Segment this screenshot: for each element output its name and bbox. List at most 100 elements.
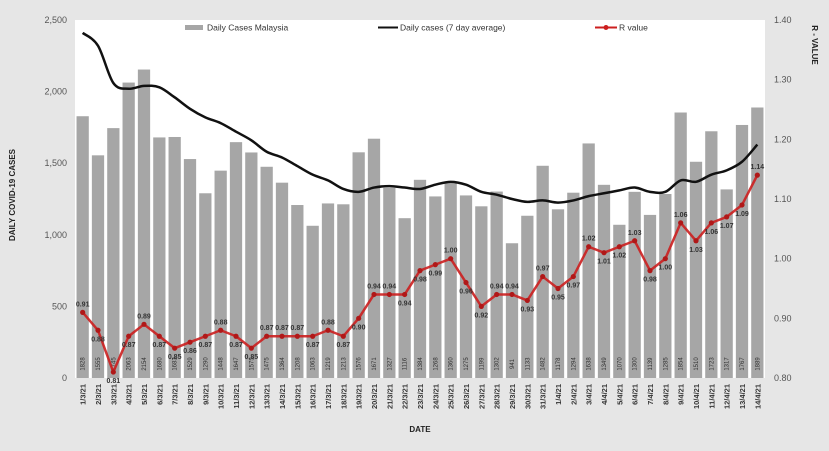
- r-value-label: 0.87: [306, 342, 320, 349]
- r-value-label: 0.87: [291, 325, 305, 332]
- r-marker: [110, 369, 116, 375]
- bar-value-label: 1529: [188, 357, 194, 371]
- y2-tick-label: 0.90: [774, 313, 792, 323]
- legend: Daily Cases Malaysia Daily cases (7 day …: [185, 23, 648, 33]
- bar-value-label: 1482: [541, 357, 547, 371]
- bar: [475, 206, 488, 378]
- y2-axis-title: R - VALUE: [810, 25, 819, 65]
- x-tick-label: 9/4/21: [677, 384, 686, 405]
- r-marker: [156, 333, 162, 339]
- bar-value-label: 1290: [203, 357, 209, 371]
- r-value-label: 0.87: [275, 325, 289, 332]
- bar-value-label: 1219: [326, 357, 332, 371]
- y-tick-label: 0: [62, 373, 67, 383]
- bar-value-label: 1364: [280, 357, 286, 371]
- bar: [306, 225, 319, 378]
- x-tick-label: 12/3/21: [247, 384, 256, 409]
- bar-value-label: 1213: [341, 357, 347, 371]
- bar-value-label: 1647: [234, 357, 240, 371]
- bar-value-label: 1576: [357, 357, 363, 371]
- r-value-label: 0.94: [398, 300, 412, 307]
- bar-value-label: 1510: [694, 357, 700, 371]
- y2-tick-label: 1.30: [774, 75, 792, 85]
- bar-value-label: 2063: [127, 357, 133, 371]
- bar: [122, 82, 135, 378]
- bar: [214, 170, 227, 378]
- x-tick-label: 11/4/21: [707, 384, 716, 409]
- r-value-label: 0.87: [260, 325, 274, 332]
- x-tick-label: 8/4/21: [661, 384, 670, 405]
- bar-value-label: 1671: [372, 357, 378, 371]
- x-tick-label: 23/3/21: [416, 384, 425, 409]
- x-tick-label: 30/3/21: [523, 384, 532, 409]
- bar-value-label: 1723: [709, 357, 715, 371]
- bar-value-label: 1680: [157, 357, 163, 371]
- bar-value-label: 1475: [265, 357, 271, 371]
- x-tick-label: 16/3/21: [309, 384, 318, 409]
- r-value-labels: 0.910.880.810.870.890.870.850.860.870.88…: [76, 164, 764, 385]
- bar: [291, 205, 304, 378]
- x-tick-label: 19/3/21: [355, 384, 364, 409]
- bar: [444, 183, 457, 378]
- bar-value-label: 1745: [111, 357, 117, 371]
- bar-value-label: 1638: [587, 357, 593, 371]
- r-marker: [187, 339, 193, 345]
- bar-value-label: 1889: [755, 357, 761, 371]
- r-marker: [754, 172, 760, 178]
- legend-label: Daily Cases Malaysia: [207, 23, 289, 33]
- x-tick-label: 6/4/21: [631, 384, 640, 405]
- bar-value-label: 1275: [464, 357, 470, 371]
- r-value-label: 0.95: [551, 295, 565, 302]
- bar: [183, 159, 197, 378]
- r-value-label: 0.88: [321, 319, 335, 326]
- r-marker: [632, 238, 638, 244]
- r-marker: [616, 244, 622, 250]
- r-value-label: 0.91: [76, 301, 90, 308]
- bar: [551, 209, 565, 378]
- y-axis-title: DAILY COVID-19 CASES: [8, 148, 17, 241]
- r-value-label: 0.87: [122, 342, 136, 349]
- bar: [137, 69, 151, 378]
- right-axis-ticks: 0.80 0.90 1.00 1.10 1.20 1.30 1.40: [774, 15, 792, 383]
- r-marker: [264, 333, 270, 339]
- r-value-label: 0.81: [107, 378, 121, 385]
- bar: [582, 143, 595, 378]
- bar: [352, 152, 365, 378]
- x-tick-label: 13/4/21: [738, 384, 747, 409]
- bar: [413, 179, 427, 378]
- bar: [153, 137, 166, 378]
- y-tick-label: 2,500: [44, 15, 67, 25]
- x-tick-label: 2/4/21: [569, 384, 578, 405]
- r-value-label: 1.07: [720, 223, 734, 230]
- bar-value-label: 1828: [81, 357, 87, 371]
- r-value-label: 0.88: [214, 319, 228, 326]
- bar: [229, 142, 243, 378]
- bar-value-label: 1208: [295, 357, 301, 371]
- bar-value-label: 1384: [418, 357, 424, 371]
- r-value-label: 0.98: [413, 277, 427, 284]
- bar: [628, 191, 641, 378]
- r-value-label: 0.99: [429, 271, 443, 278]
- bar: [643, 214, 657, 378]
- bar-value-label: 1300: [633, 357, 639, 371]
- r-marker: [570, 273, 576, 280]
- x-tick-label: 6/3/21: [155, 384, 164, 405]
- bar: [260, 166, 273, 378]
- r-value-label: 0.87: [229, 342, 243, 349]
- x-tick-label: 4/3/21: [125, 384, 134, 405]
- bar-value-label: 1317: [725, 357, 731, 371]
- avg-line-path: [81, 31, 759, 204]
- x-tick-label: 7/3/21: [171, 384, 180, 405]
- r-value-label: 1.01: [597, 259, 611, 266]
- r-marker: [248, 345, 254, 351]
- r-value-label: 1.03: [689, 247, 703, 254]
- x-tick-label: 15/3/21: [293, 384, 302, 409]
- bar: [490, 191, 503, 378]
- left-axis-ticks: 0 500 1,000 1,500 2,000 2,500: [44, 15, 67, 383]
- bar-value-label: 941: [510, 358, 516, 369]
- r-value-label: 1.09: [735, 211, 749, 218]
- bar: [536, 165, 549, 378]
- r-marker: [586, 244, 592, 250]
- bar-value-label: 1199: [479, 357, 485, 371]
